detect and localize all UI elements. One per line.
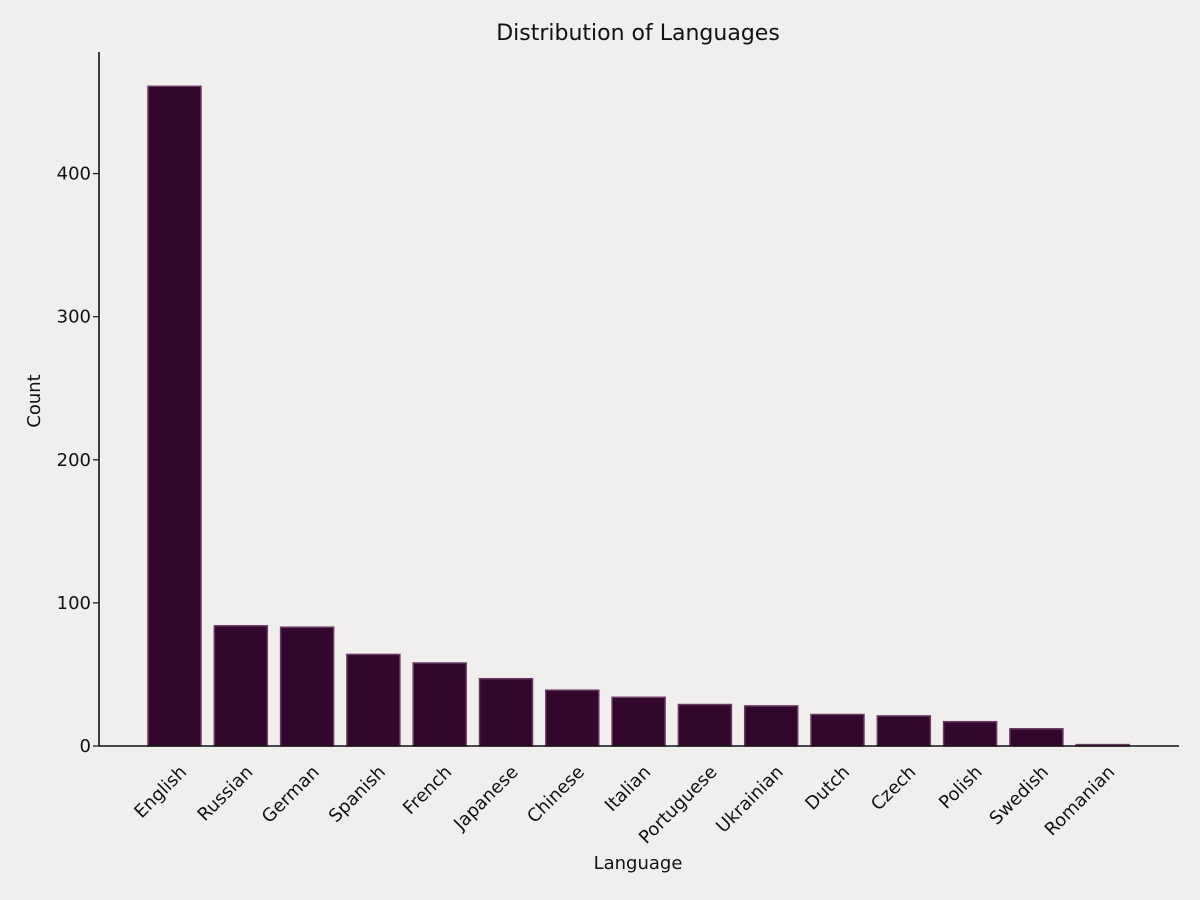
bar-german xyxy=(279,626,335,747)
bar-french xyxy=(412,662,467,747)
bars-group xyxy=(147,85,1130,747)
x-tick-label-polish: Polish xyxy=(935,762,987,814)
bar-english xyxy=(147,85,202,747)
bar-spanish xyxy=(346,653,401,747)
x-tick-label-romanian: Romanian xyxy=(1041,762,1120,841)
bar-polish xyxy=(942,720,998,747)
bar-swedish xyxy=(1009,728,1064,747)
x-tick-labels-group: English Russian German Spanish FrenchJapanes… xyxy=(130,762,1119,849)
y-tick-label-200: 200 xyxy=(57,450,91,471)
x-tick-label-japanese: Japanese xyxy=(449,762,522,835)
y-ticks-group: 0 100 200 300 400 xyxy=(57,164,99,757)
x-tick-label-italian: Italian xyxy=(601,762,655,816)
bar-dutch xyxy=(810,713,865,747)
bar-russian xyxy=(213,625,269,747)
y-tick-label-300: 300 xyxy=(57,307,91,328)
bar-chinese xyxy=(545,689,600,747)
x-tick-label-english: English xyxy=(130,762,191,823)
bar-ukrainian xyxy=(743,705,799,747)
x-tick-label-spanish: Spanish xyxy=(325,762,390,827)
x-tick-label-czech: Czech xyxy=(867,762,920,815)
y-tick-label-100: 100 xyxy=(57,593,91,614)
x-tick-label-dutch: Dutch xyxy=(801,762,854,815)
chart-title: Distribution of Languages xyxy=(496,21,780,46)
bar-portuguese xyxy=(677,703,733,747)
y-tick-label-0: 0 xyxy=(80,736,91,757)
bar-italian xyxy=(611,696,666,747)
x-tick-label-chinese: Chinese xyxy=(523,762,589,828)
bar-japanese xyxy=(478,677,534,747)
x-tick-label-russian: Russian xyxy=(194,762,258,826)
y-axis-label: Count xyxy=(24,374,45,427)
x-tick-label-swedish: Swedish xyxy=(985,762,1052,829)
x-tick-label-german: German xyxy=(258,762,324,828)
x-tick-label-french: French xyxy=(399,762,456,819)
y-tick-label-400: 400 xyxy=(57,164,91,185)
bar-czech xyxy=(876,715,932,747)
x-tick-label-ukrainian: Ukrainian xyxy=(712,762,788,838)
x-axis-label: Language xyxy=(594,853,683,874)
